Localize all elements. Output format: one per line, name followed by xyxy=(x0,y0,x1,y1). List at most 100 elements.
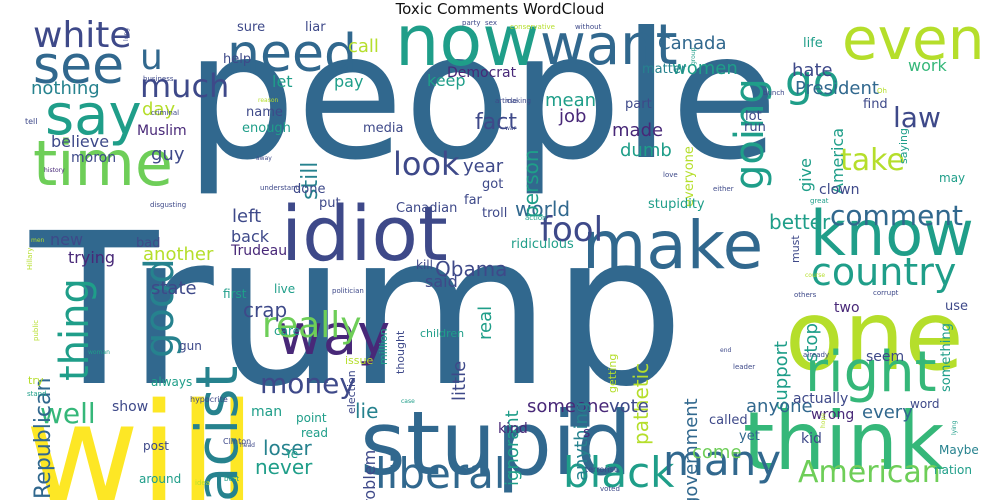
word-help: help xyxy=(223,52,252,67)
word-time: time xyxy=(33,127,174,200)
word-actually: actually xyxy=(793,391,849,407)
word-war: war xyxy=(505,125,517,132)
word-point: point xyxy=(296,411,327,425)
word-part: part xyxy=(625,97,652,112)
word-cloud: Trump people will think stupid idiot make one kn… xyxy=(15,18,985,500)
word-always: always xyxy=(151,375,193,389)
word-make: make xyxy=(582,207,764,284)
word-take: take xyxy=(840,143,905,178)
word-every: every xyxy=(862,402,913,423)
word-done: done xyxy=(293,182,326,197)
word-another: another xyxy=(143,244,214,265)
word-group: group xyxy=(690,47,697,65)
word-run: run xyxy=(744,120,766,135)
word-little: little xyxy=(449,360,470,401)
word-person: person xyxy=(519,149,543,218)
word-see: see xyxy=(33,36,125,96)
word-life: life xyxy=(803,36,823,51)
word-already: already xyxy=(803,351,830,359)
word-way: way xyxy=(277,303,391,368)
word-law: law xyxy=(893,101,941,134)
word-never: never xyxy=(255,455,313,479)
word-man: man xyxy=(251,404,283,420)
word-will: will xyxy=(25,374,257,500)
word-use: use xyxy=(945,299,969,314)
word-media: media xyxy=(363,121,404,136)
word-job: job xyxy=(559,106,587,127)
word-politician: politician xyxy=(332,287,364,295)
word-criminal: criminal xyxy=(151,109,180,117)
word-post: post xyxy=(143,439,169,453)
word-lie: lie xyxy=(355,399,379,423)
word-said: said xyxy=(425,272,458,291)
word-men: men xyxy=(31,237,45,244)
word-nation: nation xyxy=(934,463,972,477)
word-children: children xyxy=(420,327,465,340)
word-bunch: bunch xyxy=(763,89,785,97)
word-history: history xyxy=(44,167,65,174)
word-hate: hate xyxy=(792,60,833,81)
word-business: business xyxy=(143,75,174,83)
word-understand: understand xyxy=(260,184,301,192)
word-wrong: wrong xyxy=(811,407,855,423)
word-got: got xyxy=(482,177,504,192)
word-party: party xyxy=(462,19,481,27)
word-others: others xyxy=(794,291,817,299)
word-hillary: Hillary xyxy=(26,247,34,270)
word-thought: thought xyxy=(394,330,407,374)
word-many: many xyxy=(663,436,782,485)
word-word: word xyxy=(910,397,940,411)
word-thing: thing xyxy=(52,278,98,381)
word-back: back xyxy=(231,227,270,246)
word-u: u xyxy=(140,37,163,78)
word-world: world xyxy=(515,197,571,221)
word-conservative: conservative xyxy=(510,23,555,31)
word-white: white xyxy=(33,18,132,56)
word-let: let xyxy=(272,72,293,91)
word-idea: idea xyxy=(195,479,210,487)
word-matter: matter xyxy=(642,62,687,77)
word-woman: woman xyxy=(88,349,110,356)
word-want: want xyxy=(540,18,678,78)
figure-title: Toxic Comments WordCloud xyxy=(395,0,605,18)
word-state: state xyxy=(151,278,197,299)
word-far: far xyxy=(464,193,482,208)
word-know: know xyxy=(810,197,974,270)
word-lot: lot xyxy=(745,109,762,124)
word-black: black xyxy=(563,448,675,497)
word-vote: vote xyxy=(609,396,649,417)
word-disgusting: disgusting xyxy=(150,201,187,209)
word-kill: kill xyxy=(416,258,433,272)
word-put: put xyxy=(319,196,341,211)
word-something: something xyxy=(939,323,954,392)
word-leader: leader xyxy=(733,363,756,371)
word-call: call xyxy=(348,36,379,57)
word-best: best xyxy=(224,475,240,483)
word-first: first xyxy=(223,287,247,301)
word-election: election xyxy=(345,370,358,414)
word-much: much xyxy=(140,67,230,105)
word-guy: guy xyxy=(151,144,185,165)
word-oh: Oh xyxy=(877,87,887,95)
word-live: live xyxy=(274,282,296,296)
word-sure: sure xyxy=(237,20,266,35)
word-love: love xyxy=(663,171,678,179)
word-nothing: nothing xyxy=(31,78,100,99)
word-kid: kid xyxy=(801,431,822,447)
word-try: try xyxy=(28,374,44,387)
word-public: public xyxy=(32,319,40,341)
word-trump: Trump xyxy=(30,188,685,433)
word-called: called xyxy=(709,413,748,428)
word-stupid: stupid xyxy=(360,392,633,495)
word-pay: pay xyxy=(334,72,364,91)
word-voted: voted xyxy=(600,485,620,493)
word-women: women xyxy=(672,58,738,79)
word-bad: bad xyxy=(136,236,161,251)
word-mean: mean xyxy=(545,90,597,111)
word-clinton: Clinton xyxy=(223,437,252,446)
word-now: now xyxy=(395,18,540,82)
word-new: new xyxy=(50,230,84,249)
word-terrorist: terrorist xyxy=(585,465,618,474)
word-lying: lying xyxy=(951,420,958,436)
word-problem: problem xyxy=(360,449,379,500)
